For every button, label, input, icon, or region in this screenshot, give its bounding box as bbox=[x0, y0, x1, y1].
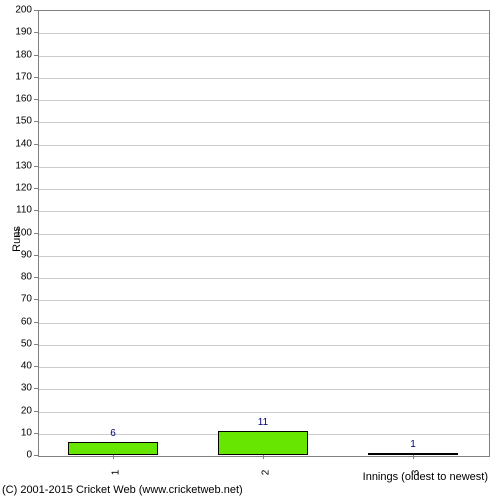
y-tick-mark bbox=[34, 366, 38, 367]
y-tick-label: 130 bbox=[15, 160, 32, 171]
y-tick-label: 20 bbox=[21, 405, 32, 416]
grid-line bbox=[39, 412, 489, 413]
grid-line bbox=[39, 323, 489, 324]
y-tick-mark bbox=[34, 277, 38, 278]
grid-line bbox=[39, 278, 489, 279]
y-tick-label: 10 bbox=[21, 427, 32, 438]
grid-line bbox=[39, 145, 489, 146]
y-tick-mark bbox=[34, 32, 38, 33]
grid-line bbox=[39, 33, 489, 34]
y-tick-mark bbox=[34, 344, 38, 345]
y-tick-mark bbox=[34, 433, 38, 434]
y-tick-mark bbox=[34, 255, 38, 256]
y-tick-label: 200 bbox=[15, 5, 32, 16]
x-tick-label: 3 bbox=[410, 470, 421, 476]
y-tick-mark bbox=[34, 411, 38, 412]
x-axis-title: Innings (oldest to newest) bbox=[363, 471, 488, 483]
plot-area bbox=[38, 10, 490, 457]
y-tick-label: 80 bbox=[21, 272, 32, 283]
y-tick-label: 100 bbox=[15, 227, 32, 238]
grid-line bbox=[39, 367, 489, 368]
y-tick-mark bbox=[34, 299, 38, 300]
y-tick-mark bbox=[34, 121, 38, 122]
y-tick-label: 0 bbox=[26, 450, 32, 461]
y-tick-mark bbox=[34, 144, 38, 145]
x-tick-mark bbox=[113, 455, 114, 459]
y-tick-label: 40 bbox=[21, 361, 32, 372]
bar bbox=[68, 442, 158, 455]
grid-line bbox=[39, 122, 489, 123]
chart-container: Runs Innings (oldest to newest) (C) 2001… bbox=[0, 0, 500, 500]
grid-line bbox=[39, 345, 489, 346]
y-tick-mark bbox=[34, 322, 38, 323]
copyright-text: (C) 2001-2015 Cricket Web (www.cricketwe… bbox=[2, 484, 243, 496]
y-tick-mark bbox=[34, 10, 38, 11]
y-tick-mark bbox=[34, 55, 38, 56]
y-tick-label: 170 bbox=[15, 71, 32, 82]
y-tick-mark bbox=[34, 455, 38, 456]
x-tick-label: 2 bbox=[260, 470, 271, 476]
grid-line bbox=[39, 189, 489, 190]
grid-line bbox=[39, 100, 489, 101]
y-tick-mark bbox=[34, 188, 38, 189]
bar-value-label: 6 bbox=[110, 428, 116, 439]
y-tick-label: 30 bbox=[21, 383, 32, 394]
grid-line bbox=[39, 167, 489, 168]
y-tick-label: 140 bbox=[15, 138, 32, 149]
y-tick-mark bbox=[34, 166, 38, 167]
y-tick-mark bbox=[34, 77, 38, 78]
y-tick-label: 50 bbox=[21, 338, 32, 349]
grid-line bbox=[39, 300, 489, 301]
y-tick-label: 110 bbox=[16, 205, 32, 216]
y-tick-label: 150 bbox=[15, 116, 32, 127]
y-tick-label: 60 bbox=[21, 316, 32, 327]
bar-value-label: 1 bbox=[410, 439, 416, 450]
x-tick-mark bbox=[413, 455, 414, 459]
y-tick-mark bbox=[34, 99, 38, 100]
y-tick-mark bbox=[34, 233, 38, 234]
grid-line bbox=[39, 211, 489, 212]
bar-value-label: 11 bbox=[258, 417, 268, 428]
y-tick-label: 120 bbox=[15, 183, 32, 194]
x-tick-mark bbox=[263, 455, 264, 459]
x-tick-label: 1 bbox=[110, 470, 121, 476]
y-tick-label: 90 bbox=[21, 249, 32, 260]
y-tick-mark bbox=[34, 388, 38, 389]
bar bbox=[218, 431, 308, 455]
grid-line bbox=[39, 256, 489, 257]
y-tick-mark bbox=[34, 210, 38, 211]
grid-line bbox=[39, 234, 489, 235]
grid-line bbox=[39, 78, 489, 79]
y-tick-label: 190 bbox=[15, 27, 32, 38]
grid-line bbox=[39, 389, 489, 390]
grid-line bbox=[39, 56, 489, 57]
y-tick-label: 180 bbox=[15, 49, 32, 60]
y-tick-label: 70 bbox=[21, 294, 32, 305]
y-tick-label: 160 bbox=[15, 94, 32, 105]
